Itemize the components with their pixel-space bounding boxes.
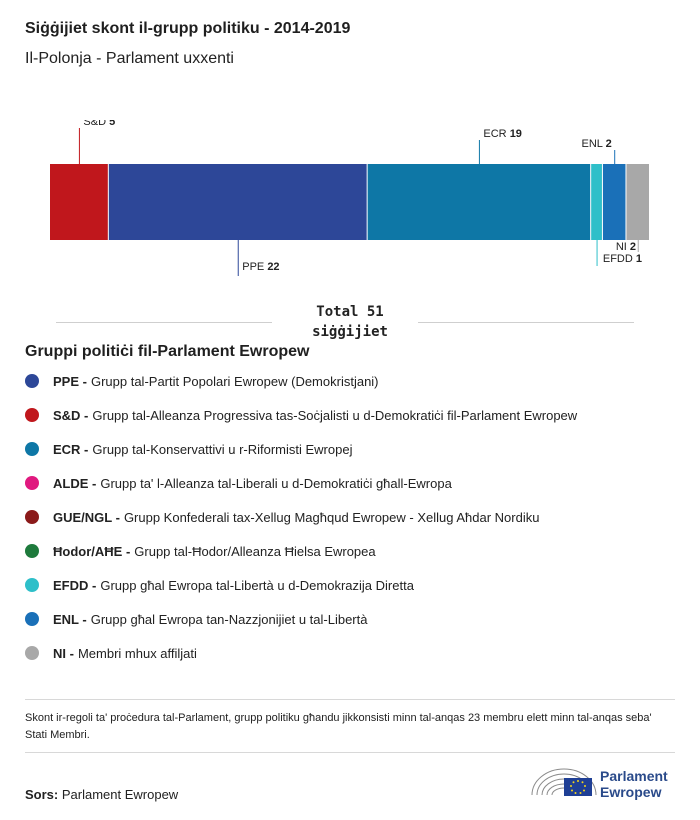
legend-desc: Grupp Konfederali tax-Xellug Magħqud Ewr… bbox=[123, 509, 540, 525]
legend-abbr: PPE - bbox=[53, 373, 87, 389]
legend-item-sd: S&D - Grupp tal-Alleanza Progressiva tas… bbox=[25, 405, 577, 425]
logo-line1: Parlament bbox=[600, 768, 668, 784]
segment-label-ni: NI 2 bbox=[616, 241, 636, 253]
source-value: Parlament Ewropew bbox=[61, 787, 179, 802]
logo-wordmark: Parlament Ewropew bbox=[600, 768, 668, 800]
legend-abbr: Ħodor/AĦE - bbox=[53, 543, 131, 559]
total-seats-line1: Total 51 bbox=[316, 304, 384, 320]
segment-label-efdd: EFDD 1 bbox=[603, 253, 642, 265]
total-seats-label: Total 51 siġġijiet bbox=[272, 302, 428, 342]
legend-swatch-gue-ngl bbox=[25, 510, 39, 524]
legend-swatch-ppe bbox=[25, 374, 39, 388]
legend-desc: Grupp tal-Ħodor/Alleanza Ħielsa Ewropea bbox=[134, 543, 376, 559]
legend-item-enl: ENL - Grupp għal Ewropa tan-Nazzjonijiet… bbox=[25, 609, 367, 629]
legend-heading: Gruppi politiċi fil-Parlament Ewropew bbox=[25, 343, 310, 360]
legend-item-ppe: PPE - Grupp tal-Partit Popolari Ewropew … bbox=[25, 371, 379, 391]
legend-swatch-ecr bbox=[25, 442, 39, 456]
chart-subtitle: Il-Polonja - Parlament uxxenti bbox=[25, 50, 234, 67]
legend-desc: Grupp għal Ewropa tan-Nazzjonijiet u tal… bbox=[90, 611, 368, 627]
legend-item-ecr: ECR - Grupp tal-Konservattivi u r-Riform… bbox=[25, 439, 352, 459]
bar-segment-s-d bbox=[50, 164, 108, 240]
legend-item-gue-ngl: GUE/NGL - Grupp Konfederali tax-Xellug M… bbox=[25, 507, 539, 527]
legend-swatch-sd bbox=[25, 408, 39, 422]
legend-desc: Grupp tal-Alleanza Progressiva tas-Soċja… bbox=[92, 407, 578, 423]
legend-item-efdd: EFDD - Grupp għal Ewropa tal-Libertà u d… bbox=[25, 575, 414, 595]
legend-item-ni: NI - Membri mhux affiljati bbox=[25, 643, 197, 663]
legend-desc: Grupp tal-Partit Popolari Ewropew (Demok… bbox=[90, 373, 379, 389]
legend-abbr: S&D - bbox=[53, 407, 89, 423]
legend-abbr: ALDE - bbox=[53, 475, 97, 491]
legend-swatch-greens-efa bbox=[25, 544, 39, 558]
source-line: Sors: Parlament Ewropew bbox=[25, 787, 178, 802]
total-divider-left bbox=[56, 322, 272, 323]
source-label: Sors: bbox=[25, 787, 59, 802]
legend-swatch-enl bbox=[25, 612, 39, 626]
legend-abbr: NI - bbox=[53, 645, 74, 661]
bar-segment-efdd bbox=[591, 164, 602, 240]
legend-swatch-efdd bbox=[25, 578, 39, 592]
chart-title: Siġġijiet skont il-grupp politiku - 2014… bbox=[25, 20, 351, 37]
note-divider-top bbox=[25, 699, 675, 700]
segment-label-ppe: PPE 22 bbox=[242, 261, 279, 273]
legend-abbr: EFDD - bbox=[53, 577, 97, 593]
legend-swatch-alde bbox=[25, 476, 39, 490]
stacked-seat-bar-chart: S&D 5 PPE 22 ECR 19 EFDD 1 ENL 2 NI 2 bbox=[50, 120, 649, 276]
legend-desc: Grupp għal Ewropa tal-Libertà u d-Demokr… bbox=[100, 577, 414, 593]
european-parliament-logo-icon bbox=[531, 768, 597, 796]
bar-segment-ecr bbox=[367, 164, 591, 240]
legend-item-greens-efa: Ħodor/AĦE - Grupp tal-Ħodor/Alleanza Ħie… bbox=[25, 541, 376, 561]
total-divider-right bbox=[418, 322, 634, 323]
note-divider-bottom bbox=[25, 752, 675, 753]
bar-segment-ppe bbox=[108, 164, 367, 240]
bar-segment-enl bbox=[602, 164, 626, 240]
segment-label-enl: ENL 2 bbox=[582, 138, 612, 150]
legend-abbr: ECR - bbox=[53, 441, 89, 457]
total-seats-line2: siġġijiet bbox=[312, 324, 388, 340]
legend-swatch-ni bbox=[25, 646, 39, 660]
legend-abbr: ENL - bbox=[53, 611, 87, 627]
footnote: Skont ir-regoli ta' proċedura tal-Parlam… bbox=[25, 712, 652, 741]
logo-line2: Ewropew bbox=[600, 784, 662, 800]
legend-desc: Membri mhux affiljati bbox=[77, 645, 197, 661]
legend-abbr: GUE/NGL - bbox=[53, 509, 120, 525]
bar-segment-ni bbox=[626, 164, 649, 240]
legend-item-alde: ALDE - Grupp ta' l-Alleanza tal-Liberali… bbox=[25, 473, 452, 493]
legend-desc: Grupp tal-Konservattivi u r-Riformisti E… bbox=[92, 441, 353, 457]
segment-label-ecr: ECR 19 bbox=[483, 128, 522, 140]
legend-desc: Grupp ta' l-Alleanza tal-Liberali u d-De… bbox=[100, 475, 452, 491]
segment-label-s-d: S&D 5 bbox=[83, 120, 115, 128]
